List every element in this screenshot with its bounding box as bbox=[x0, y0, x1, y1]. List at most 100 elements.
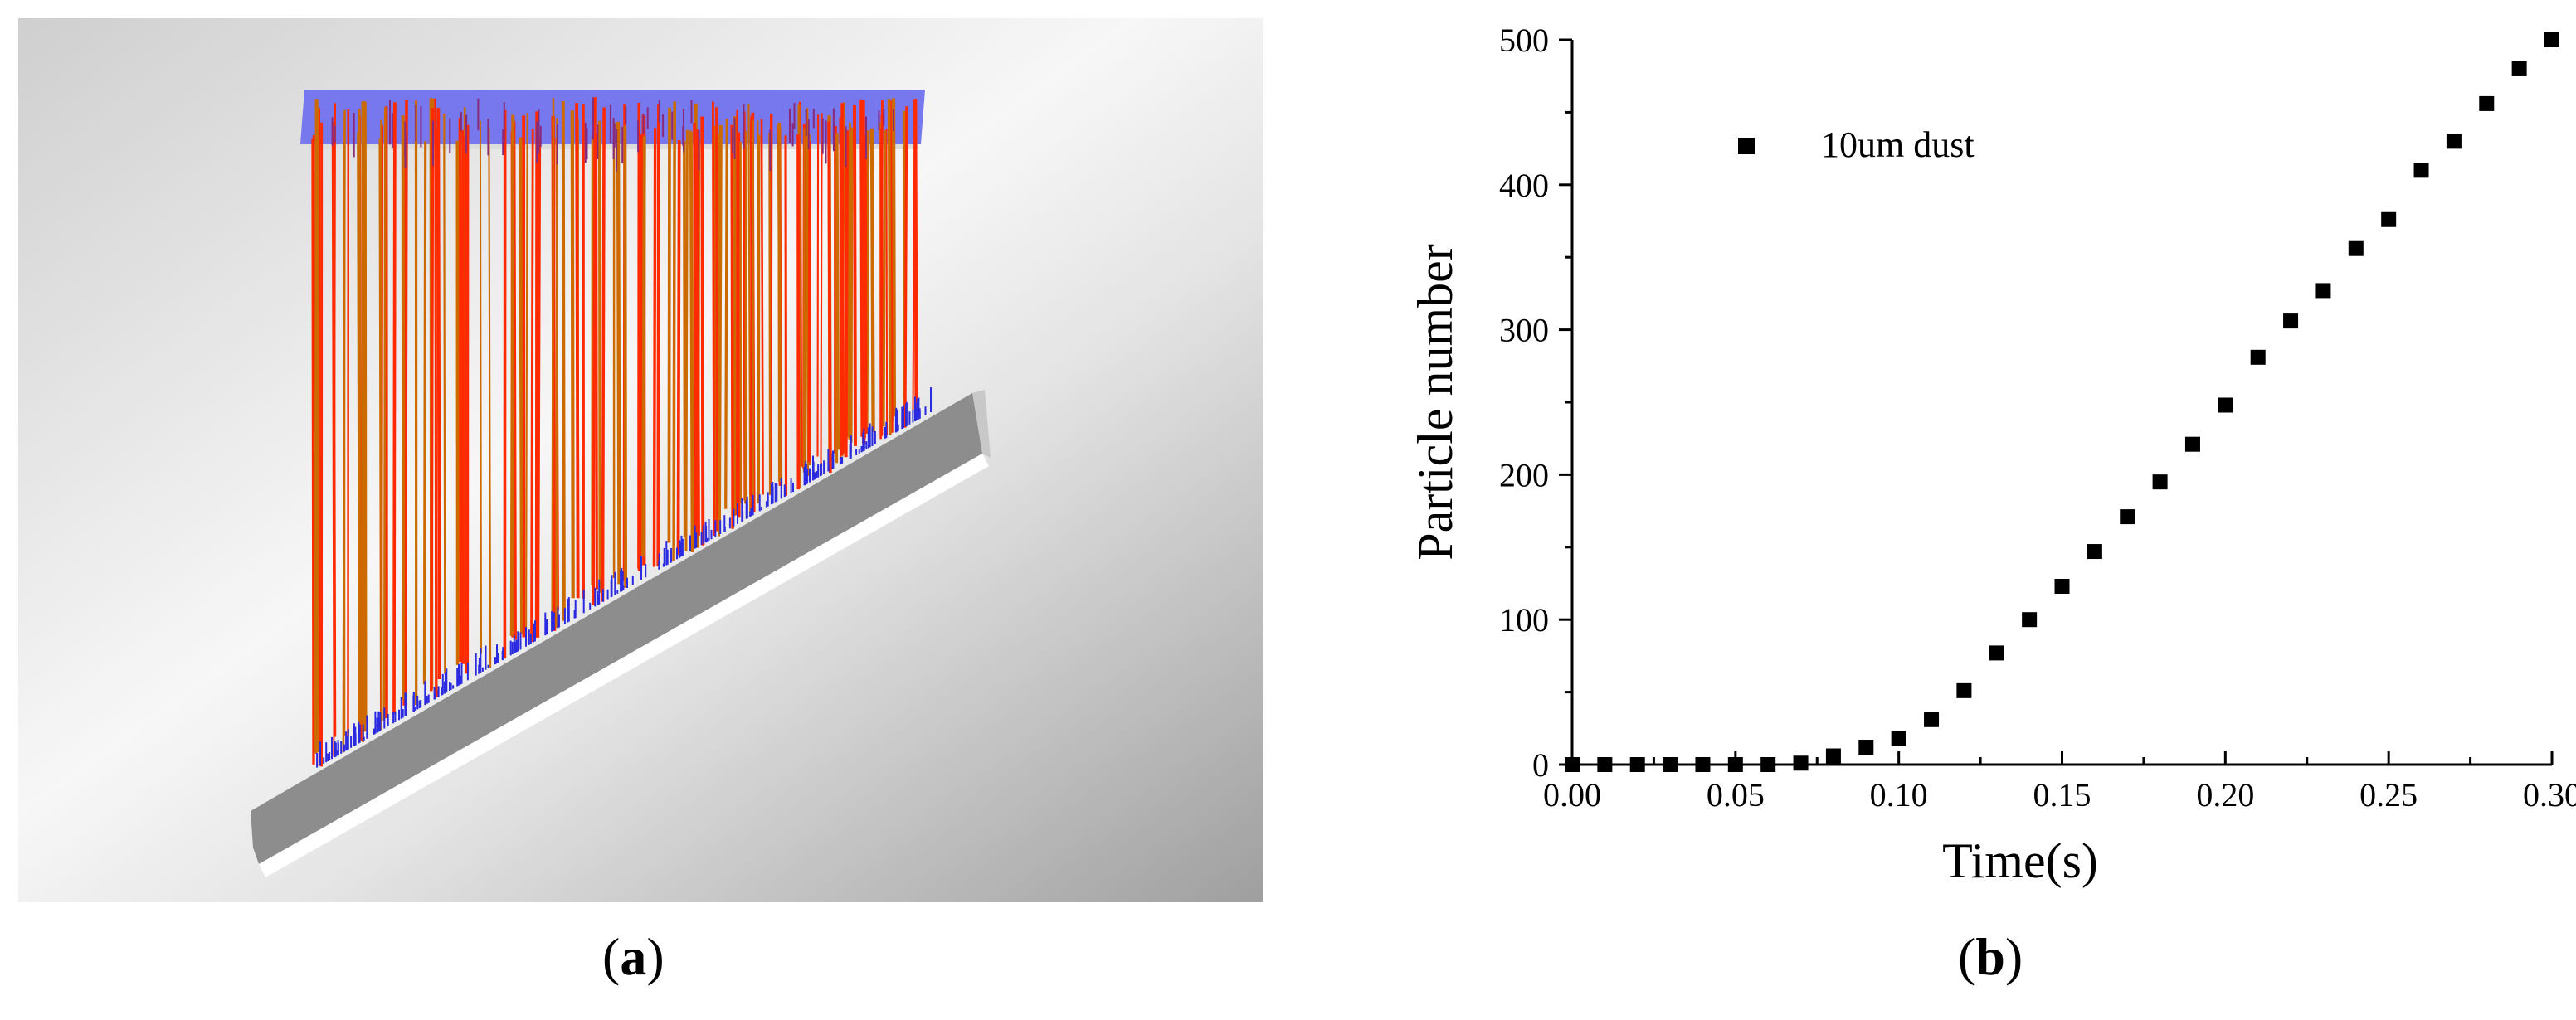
x-axis-ticks: 0.00 0.05 0.10 0.15 0.20 0.25 0.30 bbox=[1543, 751, 2576, 814]
particle-trajectory bbox=[735, 109, 738, 516]
data-point bbox=[1663, 757, 1678, 772]
data-point bbox=[2381, 211, 2397, 227]
legend-label: 10um dust bbox=[1821, 124, 1975, 165]
y-tick-label: 0 bbox=[1532, 746, 1549, 784]
x-tick-label: 0.10 bbox=[1870, 776, 1928, 814]
y-tick-label: 500 bbox=[1499, 22, 1549, 59]
particle-trajectory bbox=[479, 120, 482, 654]
data-point bbox=[2120, 509, 2135, 525]
particle-trajectory bbox=[392, 102, 397, 715]
data-point bbox=[1760, 757, 1776, 772]
particle-trajectory bbox=[404, 119, 408, 713]
particle-trajectory bbox=[434, 98, 438, 697]
particle-trajectory bbox=[430, 108, 435, 692]
particle-trajectory bbox=[844, 130, 850, 458]
particle-trajectory bbox=[519, 137, 523, 634]
particle-trajectory bbox=[561, 100, 566, 621]
particle-trajectory bbox=[859, 99, 864, 437]
data-point bbox=[2152, 474, 2168, 490]
x-tick-label: 0.15 bbox=[2033, 776, 2091, 814]
particle-trajectory bbox=[737, 132, 741, 518]
data-point bbox=[2184, 436, 2200, 452]
chart-svg: 0.00 0.05 0.10 0.15 0.20 0.25 0.30 0 100 200 300 4… bbox=[1408, 22, 2576, 888]
particle-trajectory bbox=[863, 135, 868, 434]
data-point bbox=[1924, 712, 1940, 727]
particle-trajectory bbox=[869, 128, 875, 432]
particle-trajectory bbox=[382, 107, 387, 721]
particle-trajectory bbox=[760, 119, 764, 495]
particle-trajectory bbox=[887, 99, 892, 435]
particle-trajectory bbox=[601, 107, 606, 602]
data-point bbox=[1891, 731, 1906, 746]
inlet-face bbox=[300, 90, 925, 144]
particle-trajectory bbox=[684, 129, 689, 551]
particle-trajectory bbox=[422, 141, 427, 685]
data-point bbox=[1565, 757, 1580, 772]
particle-trajectory bbox=[730, 124, 734, 529]
data-point bbox=[2087, 544, 2102, 560]
particle-trajectory bbox=[827, 121, 832, 474]
particle-trajectory bbox=[804, 118, 808, 466]
panel-letter-b: b bbox=[1975, 927, 2005, 986]
data-point bbox=[1793, 755, 1809, 771]
particle-trajectory bbox=[696, 129, 700, 536]
particle-trajectory bbox=[535, 138, 542, 638]
particle-trajectory bbox=[597, 120, 601, 593]
data-point bbox=[2218, 397, 2233, 413]
particle-trajectory bbox=[525, 112, 528, 643]
simulation-svg bbox=[18, 18, 1263, 902]
particle-trajectory bbox=[667, 107, 671, 543]
plate-edge bbox=[259, 454, 989, 877]
particle-trajectory bbox=[768, 133, 772, 495]
data-point bbox=[1695, 757, 1711, 772]
data-point bbox=[1858, 740, 1874, 755]
simulation-render bbox=[18, 18, 1263, 902]
y-tick-label: 100 bbox=[1499, 601, 1549, 639]
particle-trajectory bbox=[509, 114, 515, 636]
particle-trajectory bbox=[807, 140, 811, 463]
data-point bbox=[2348, 240, 2364, 256]
data-point bbox=[1629, 757, 1645, 772]
particle-trajectory bbox=[458, 118, 463, 662]
particle-trajectory bbox=[903, 106, 908, 428]
data-point bbox=[1989, 645, 2004, 661]
data-point bbox=[2544, 32, 2559, 47]
particle-trajectory bbox=[700, 116, 705, 546]
particle-trajectory bbox=[683, 141, 687, 538]
particle-trajectory bbox=[840, 103, 845, 454]
particle-count-chart: 0.00 0.05 0.10 0.15 0.20 0.25 0.30 0 100 200 300 4… bbox=[1369, 0, 2576, 912]
particle-trajectory bbox=[715, 107, 718, 532]
particle-trajectory bbox=[777, 122, 782, 482]
particle-trajectory bbox=[693, 123, 698, 540]
x-tick-label: 0.05 bbox=[1707, 776, 1765, 814]
x-tick-label: 0.25 bbox=[2359, 776, 2418, 814]
particle-trajectory bbox=[555, 118, 558, 628]
legend-marker bbox=[1738, 138, 1755, 154]
plate-side bbox=[972, 390, 991, 458]
particle-trajectory bbox=[436, 108, 441, 680]
panel-letter-a: a bbox=[620, 927, 647, 986]
particle-trajectory bbox=[443, 113, 446, 674]
particle-trajectory bbox=[839, 117, 842, 459]
particle-trajectory bbox=[362, 101, 367, 732]
particle-trajectory bbox=[331, 122, 337, 737]
particle-trajectory bbox=[816, 114, 820, 457]
particle-trajectory bbox=[656, 104, 660, 566]
x-axis-label: Time(s) bbox=[1942, 833, 2098, 888]
data-point bbox=[2022, 612, 2038, 628]
particle-trajectory bbox=[616, 121, 621, 585]
particle-trajectory bbox=[592, 97, 597, 605]
deposited-particles bbox=[316, 387, 932, 768]
x-tick-label: 0.00 bbox=[1543, 776, 1601, 814]
particle-trajectory bbox=[802, 128, 806, 473]
particle-trajectory bbox=[513, 121, 517, 640]
y-tick-label: 400 bbox=[1499, 167, 1549, 204]
particle-trajectory bbox=[358, 109, 363, 721]
panel-label-a: (a) bbox=[602, 927, 665, 986]
deposition-plate bbox=[251, 393, 982, 864]
particle-trajectory bbox=[849, 127, 854, 443]
y-tick-label: 200 bbox=[1499, 456, 1549, 493]
data-point bbox=[2250, 349, 2266, 365]
particle-trajectory bbox=[757, 134, 761, 503]
particle-trajectory bbox=[885, 129, 889, 435]
